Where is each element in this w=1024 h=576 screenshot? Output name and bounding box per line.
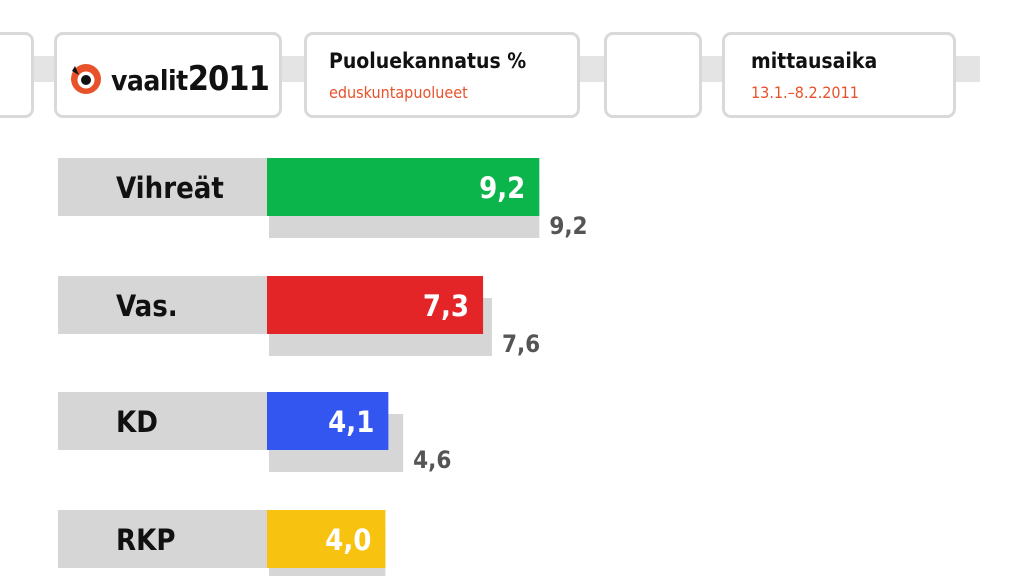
time-label: mittausaika: [751, 49, 878, 73]
category-label-block: [58, 276, 267, 334]
previous-value-label: 9,2: [549, 212, 587, 240]
category-label-block: [58, 392, 267, 450]
value-label: 7,3: [423, 289, 469, 323]
title-box: Puoluekannatus % eduskuntapuolueet: [304, 32, 580, 118]
time-range: 13.1.–8.2.2011: [751, 83, 859, 102]
header: vaalit2011 Puoluekannatus % eduskuntapuo…: [0, 0, 1024, 140]
category-label-block: [58, 510, 267, 568]
previous-value-label: 4,6: [413, 446, 451, 474]
current-value-bar: [267, 392, 389, 450]
category-label: RKP: [116, 523, 175, 557]
chart-title: Puoluekannatus %: [329, 49, 527, 73]
logo-box: vaalit2011: [54, 32, 282, 118]
logo: vaalit2011: [69, 59, 270, 99]
value-label: 4,1: [328, 405, 374, 439]
value-label: 9,2: [479, 171, 525, 205]
empty-box: [604, 32, 702, 118]
category-label: Vas.: [116, 289, 178, 323]
header-box-partial: [0, 32, 34, 118]
value-label: 4,0: [325, 523, 371, 557]
chart-subtitle: eduskuntapuolueet: [329, 83, 468, 102]
logo-word: vaalit: [111, 64, 188, 97]
category-label-block: [58, 158, 267, 216]
category-label: Vihreät: [116, 171, 224, 205]
time-box: mittausaika 13.1.–8.2.2011: [722, 32, 956, 118]
current-value-bar: [267, 276, 484, 334]
logo-year: 2011: [187, 59, 270, 99]
vaalit-logo-icon: [71, 64, 101, 94]
previous-value-label: 7,6: [502, 330, 540, 358]
category-label: KD: [116, 405, 158, 439]
logo-text: vaalit2011: [111, 59, 270, 99]
current-value-bar: [267, 510, 386, 568]
current-value-bar: [267, 158, 540, 216]
